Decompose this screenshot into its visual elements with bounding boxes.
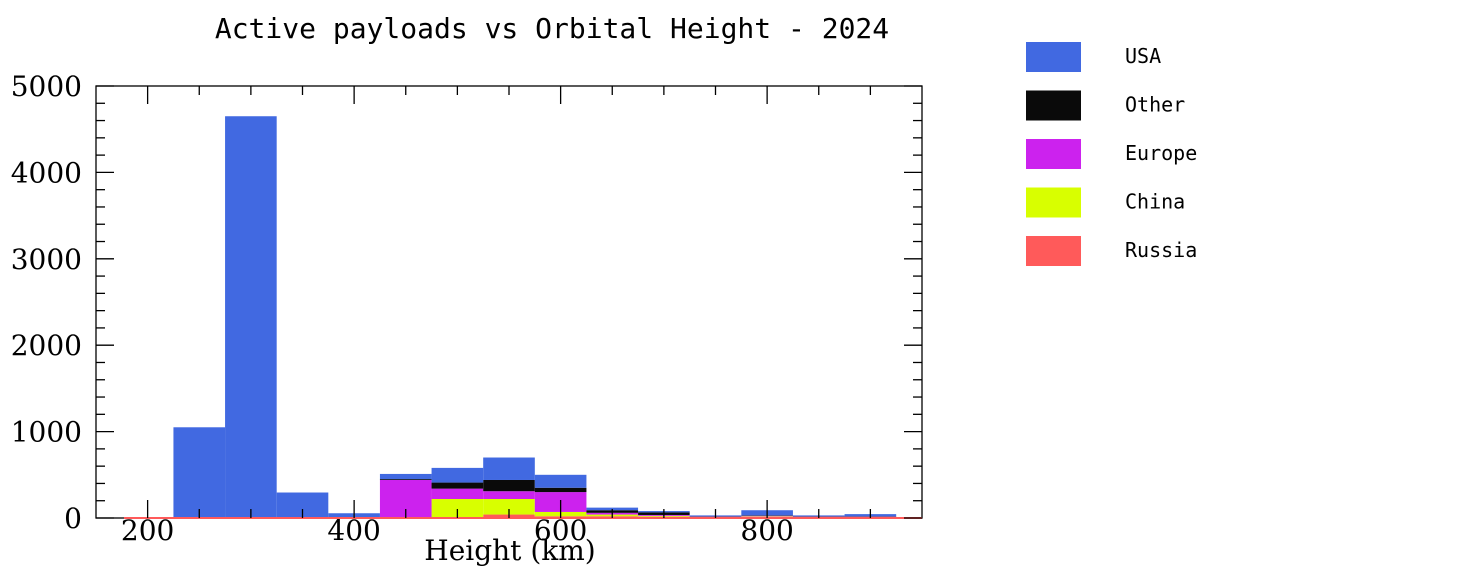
ticks-layer: 0 1000 2000 3000 4000 5000 200 400 600 800 — [11, 70, 922, 547]
legend-label-other: Other — [1125, 93, 1185, 117]
bar-usa-8 — [586, 507, 639, 511]
bar-china-6 — [483, 498, 535, 515]
bar-europe-5 — [431, 488, 484, 499]
legend-swatch-russia — [1026, 236, 1081, 266]
bar-other-5 — [431, 482, 484, 489]
bar-other-4 — [379, 479, 432, 480]
legend-swatch-other — [1026, 90, 1081, 121]
bar-other-7 — [534, 487, 587, 493]
legend-swatch-china — [1026, 187, 1081, 218]
y-tick-label: 2000 — [11, 329, 82, 362]
bar-usa-4 — [379, 473, 432, 480]
legend-label-china: China — [1125, 190, 1185, 214]
y-tick-label: 4000 — [11, 156, 82, 189]
x-tick-label: 600 — [534, 514, 587, 547]
y-tick-label: 3000 — [11, 243, 82, 276]
x-tick-label: 400 — [327, 514, 380, 547]
legend-label-usa: USA — [1125, 44, 1161, 68]
bar-europe-6 — [483, 491, 535, 499]
bar-usa-1 — [225, 116, 277, 518]
x-tick-label: 800 — [740, 514, 793, 547]
legend-swatch-europe — [1026, 139, 1081, 169]
bars-layer — [173, 116, 897, 518]
legend-label-europe: Europe — [1125, 141, 1197, 165]
y-tick-label: 0 — [64, 502, 82, 535]
legend-label-russia: Russia — [1125, 238, 1197, 262]
y-tick-label: 1000 — [11, 416, 82, 449]
x-tick-label: 200 — [121, 514, 174, 547]
bar-usa-0 — [173, 427, 226, 518]
bar-usa-5 — [431, 467, 484, 483]
legend: USA Other Europe China Russia — [1026, 42, 1197, 266]
bar-china-5 — [431, 498, 484, 518]
legend-swatch-usa — [1026, 42, 1081, 72]
bar-usa-7 — [534, 474, 587, 488]
x-axis-label: Height (km) — [424, 534, 595, 567]
bar-usa-6 — [483, 457, 535, 480]
y-tick-label: 5000 — [11, 70, 82, 103]
bar-other-6 — [483, 479, 535, 492]
chart-title: Active payloads vs Orbital Height - 2024 — [215, 12, 889, 45]
